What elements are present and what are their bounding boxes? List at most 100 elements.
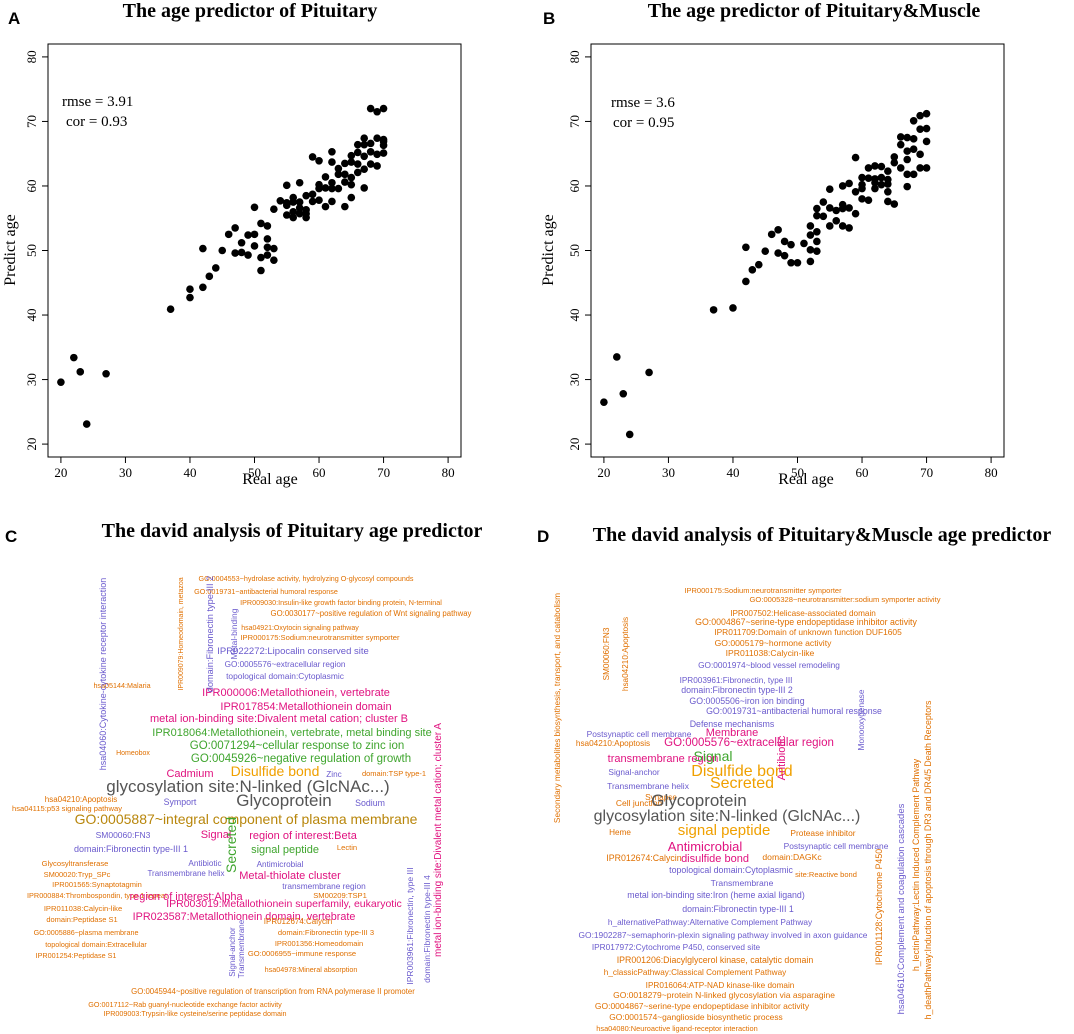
scatter-points-a bbox=[57, 104, 388, 428]
wordcloud-term: SM00209:TSP1 bbox=[313, 891, 367, 900]
data-point bbox=[858, 195, 866, 203]
data-point bbox=[270, 205, 278, 213]
data-point bbox=[813, 237, 821, 246]
wordcloud-term: hsa04115:p53 signaling pathway bbox=[12, 804, 122, 813]
data-point bbox=[366, 104, 375, 113]
data-point bbox=[57, 378, 65, 386]
data-point bbox=[211, 264, 220, 272]
data-point bbox=[884, 187, 892, 196]
wordcloud-term: IPR001206:Diacylglycerol kinase, catalyt… bbox=[617, 955, 814, 965]
x-axis-label-a: Real age bbox=[242, 471, 298, 488]
wordcloud-term: IPR017854:Metallothionein domain bbox=[220, 701, 391, 713]
data-point bbox=[890, 153, 899, 161]
data-point bbox=[890, 158, 899, 167]
wordcloud-term: Metal-binding bbox=[229, 608, 239, 659]
wordcloud-term: IPR000884:Thrombospondin, type 1 repeat bbox=[27, 891, 167, 900]
wordcloud-term: h_deathPathway:Induction of apoptosis th… bbox=[923, 700, 933, 1019]
data-point bbox=[787, 240, 795, 249]
data-point bbox=[600, 398, 608, 406]
data-point bbox=[922, 137, 931, 146]
data-point bbox=[186, 285, 194, 294]
y-tick-label: 50 bbox=[567, 244, 582, 257]
wordcloud-term: GO:0045944~positive regulation of transc… bbox=[131, 987, 415, 996]
data-point bbox=[903, 133, 912, 142]
wordcloud-term: GO:0018279~protein N-linked glycosylatio… bbox=[613, 990, 835, 1000]
data-point bbox=[347, 193, 356, 202]
data-point bbox=[922, 109, 931, 118]
data-point bbox=[76, 368, 85, 376]
wordcloud-term: SM00020:Tryp_SPc bbox=[44, 870, 111, 879]
data-point bbox=[341, 159, 349, 168]
data-point bbox=[903, 170, 912, 179]
data-point bbox=[224, 230, 233, 239]
data-point bbox=[360, 134, 369, 143]
data-point bbox=[916, 164, 924, 172]
wordcloud-term: Glycosyltransferase bbox=[42, 859, 109, 868]
wordcloud-term: h_alternativePathway:Alternative Complem… bbox=[608, 917, 813, 927]
wordcloud-term: hsa04210:Apoptosis bbox=[45, 795, 118, 804]
wordcloud-term: GO:0005506~iron ion binding bbox=[689, 696, 804, 706]
data-point bbox=[845, 204, 853, 212]
wordcloud-term: Zinc bbox=[326, 770, 341, 779]
wordcloud-term: IPR011038:Calycin-like bbox=[726, 648, 815, 658]
data-point bbox=[360, 184, 369, 192]
panel-label-a: A bbox=[8, 9, 20, 28]
wordcloud-term: SM00060:FN3 bbox=[96, 830, 151, 840]
y-tick-label: 30 bbox=[567, 373, 582, 386]
wordcloud-term: IPR003961:Fibronectin, type III bbox=[405, 867, 415, 984]
wordcloud-term: topological domain:Cytoplasmic bbox=[226, 671, 344, 681]
data-point bbox=[806, 257, 815, 266]
data-point bbox=[373, 162, 381, 170]
wordcloud-words-c: GO:0004553~hydrolase activity, hydrolyzi… bbox=[12, 574, 472, 1018]
wordcloud-term: GO:0030177~positive regulation of Wnt si… bbox=[271, 609, 472, 618]
data-point bbox=[166, 305, 175, 314]
x-tick-label: 50 bbox=[791, 465, 804, 480]
x-tick-label: 70 bbox=[920, 465, 933, 480]
data-point bbox=[328, 197, 336, 206]
data-point bbox=[366, 139, 375, 148]
data-point bbox=[851, 153, 860, 162]
data-point bbox=[373, 134, 381, 143]
wordcloud-term: IPR000006:Metallothionein, vertebrate bbox=[202, 687, 390, 699]
data-point bbox=[308, 190, 317, 199]
wordcloud-term: transmembrane region bbox=[608, 753, 719, 765]
data-point bbox=[748, 266, 757, 274]
data-point bbox=[302, 209, 310, 218]
data-point bbox=[903, 147, 912, 155]
data-point bbox=[845, 179, 853, 188]
data-point bbox=[102, 369, 110, 378]
wordcloud-term: Homeobox bbox=[116, 750, 150, 757]
wordcloud-term: GO:0001574~ganglioside biosynthetic proc… bbox=[609, 1012, 782, 1022]
data-point bbox=[813, 247, 821, 255]
data-point bbox=[619, 389, 628, 398]
data-point bbox=[780, 251, 789, 260]
wordcloud-term: IPR017972:Cytochrome P450, conserved sit… bbox=[592, 942, 761, 952]
wordcloud-term: IPR023587:Metallothionein domain, verteb… bbox=[133, 911, 356, 923]
wordcloud-term: Defense mechanisms bbox=[690, 719, 775, 729]
wordcloud-term: GO:0005328~neurotransmitter:sodium sympo… bbox=[750, 595, 941, 604]
wordcloud-term: Disulfide bond bbox=[691, 763, 792, 780]
data-point bbox=[645, 368, 653, 377]
x-tick-label: 40 bbox=[726, 465, 739, 480]
data-point bbox=[308, 197, 317, 206]
wordcloud-term: Metal-thiolate cluster bbox=[239, 870, 341, 882]
data-point bbox=[806, 246, 815, 254]
data-point bbox=[366, 147, 375, 156]
rmse-annotation-b: rmse = 3.6 bbox=[611, 95, 675, 111]
data-point bbox=[250, 242, 259, 250]
wordcloud-panel-c: C The david analysis of Pituitary age pr… bbox=[5, 520, 482, 1018]
wordcloud-term: IPR001356:Homeodomain bbox=[275, 939, 363, 948]
x-tick-label: 60 bbox=[313, 465, 326, 480]
data-point bbox=[819, 212, 828, 221]
data-point bbox=[922, 164, 931, 172]
wordcloud-term: Postsynaptic cell membrane bbox=[587, 729, 692, 739]
wordcloud-term: GO:0005179~hormone activity bbox=[715, 638, 833, 648]
data-point bbox=[379, 104, 388, 113]
wordcloud-term: IPR003961:Fibronectin, type III bbox=[680, 676, 793, 685]
wordcloud-term: signal peptide bbox=[678, 822, 771, 839]
data-point bbox=[838, 222, 847, 230]
wordcloud-term: Disulfide bond bbox=[231, 763, 320, 779]
scatter-panel-a: A The age predictor of Pituitary 20 30 40 5… bbox=[2, 0, 462, 488]
